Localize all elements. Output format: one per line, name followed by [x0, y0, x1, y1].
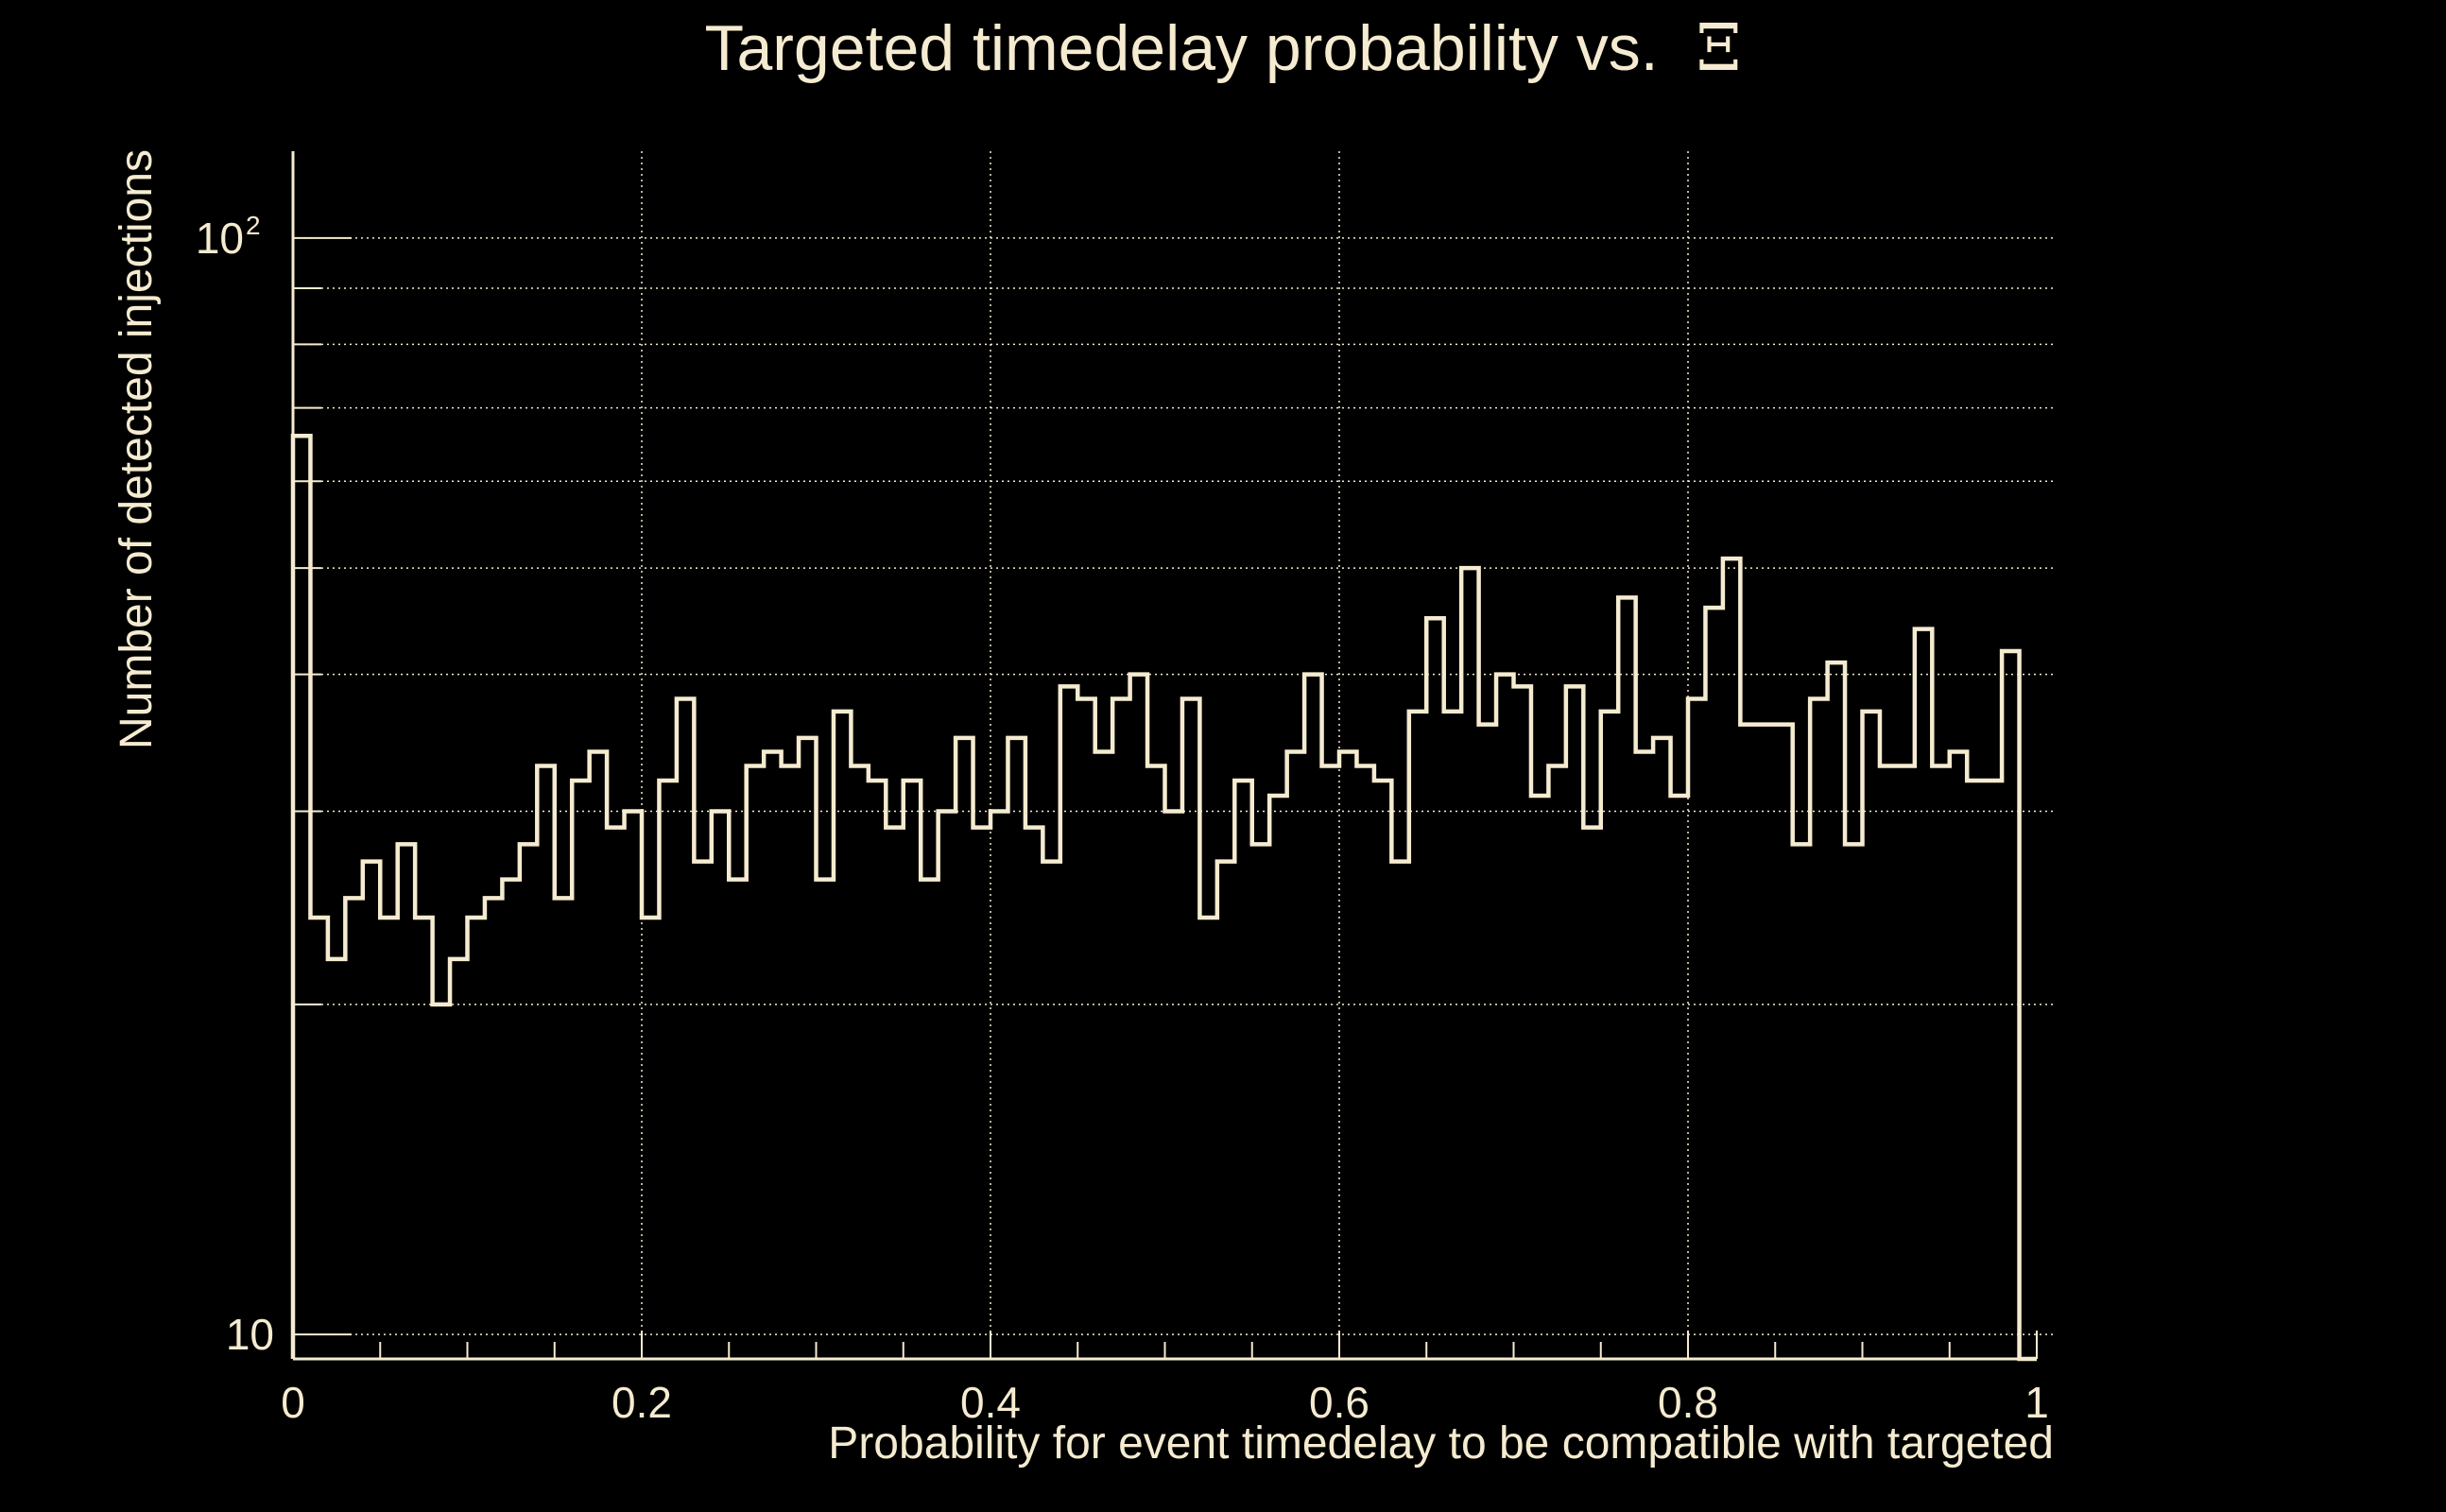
x-tick-label: 0.2 [612, 1378, 672, 1427]
x-tick-label: 0.6 [1309, 1378, 1369, 1427]
y-tick-exponent: 2 [246, 211, 261, 240]
x-tick-label: 0 [281, 1378, 305, 1427]
plot-frame [291, 151, 2037, 1361]
grid-lines [293, 151, 2056, 1359]
x-tick-label: 0.4 [960, 1378, 1021, 1427]
y-tick-label: 10 [226, 1310, 274, 1359]
y-tick-label: 10 [196, 214, 244, 263]
histogram-outline [290, 434, 2037, 1362]
x-tick-label: 0.8 [1658, 1378, 1718, 1427]
chart-title: Targeted timedelay probability vs. Ξ [704, 11, 1741, 86]
x-tick-label: 1 [2024, 1378, 2049, 1427]
axis-ticks [292, 236, 2038, 1359]
y-axis-title: Number of detected injections [112, 149, 162, 749]
x-axis-title: Probability for event timedelay to be co… [828, 1418, 2054, 1469]
